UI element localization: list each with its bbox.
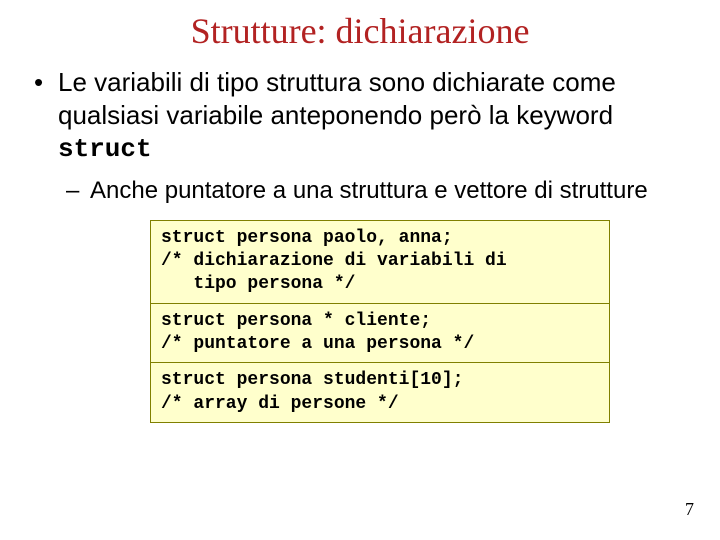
bullet-level2: Anche puntatore a una struttura e vettor…	[30, 176, 690, 206]
code-block-1: struct persona paolo, anna; /* dichiaraz…	[150, 220, 610, 304]
page-number: 7	[685, 499, 694, 520]
page-title: Strutture: dichiarazione	[30, 10, 690, 52]
slide: Strutture: dichiarazione Le variabili di…	[0, 0, 720, 540]
bullet1-text-pre: Le variabili di tipo struttura sono dich…	[58, 67, 616, 130]
code-block-3: struct persona studenti[10]; /* array di…	[150, 363, 610, 423]
code-container: struct persona paolo, anna; /* dichiaraz…	[150, 220, 610, 424]
bullet1-keyword: struct	[58, 134, 152, 164]
code-block-2: struct persona * cliente; /* puntatore a…	[150, 304, 610, 364]
bullet-level1: Le variabili di tipo struttura sono dich…	[30, 66, 690, 166]
